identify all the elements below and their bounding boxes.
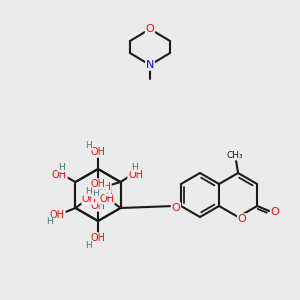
Text: OH: OH bbox=[91, 179, 106, 189]
Text: OH: OH bbox=[91, 201, 106, 211]
Text: OH: OH bbox=[128, 170, 143, 180]
Text: OH: OH bbox=[91, 147, 106, 157]
Text: OH: OH bbox=[52, 170, 67, 180]
Text: CH₃: CH₃ bbox=[227, 151, 243, 160]
Text: H: H bbox=[85, 241, 92, 250]
Text: O: O bbox=[271, 207, 280, 217]
Text: OH: OH bbox=[50, 210, 65, 220]
Text: OH: OH bbox=[91, 233, 106, 243]
Text: H: H bbox=[85, 140, 92, 149]
Text: OH: OH bbox=[96, 182, 111, 192]
Text: H: H bbox=[92, 190, 99, 199]
Text: H: H bbox=[105, 187, 112, 196]
Text: H: H bbox=[85, 187, 92, 196]
Text: N: N bbox=[146, 60, 154, 70]
Text: H: H bbox=[46, 218, 53, 226]
Text: O: O bbox=[146, 24, 154, 34]
Text: O: O bbox=[238, 214, 247, 224]
Text: H: H bbox=[85, 194, 92, 203]
Text: H: H bbox=[58, 163, 65, 172]
Text: OH: OH bbox=[82, 194, 97, 204]
Text: H: H bbox=[84, 187, 91, 196]
Text: H: H bbox=[131, 163, 138, 172]
Text: O: O bbox=[172, 203, 180, 213]
Text: OH: OH bbox=[99, 194, 114, 204]
